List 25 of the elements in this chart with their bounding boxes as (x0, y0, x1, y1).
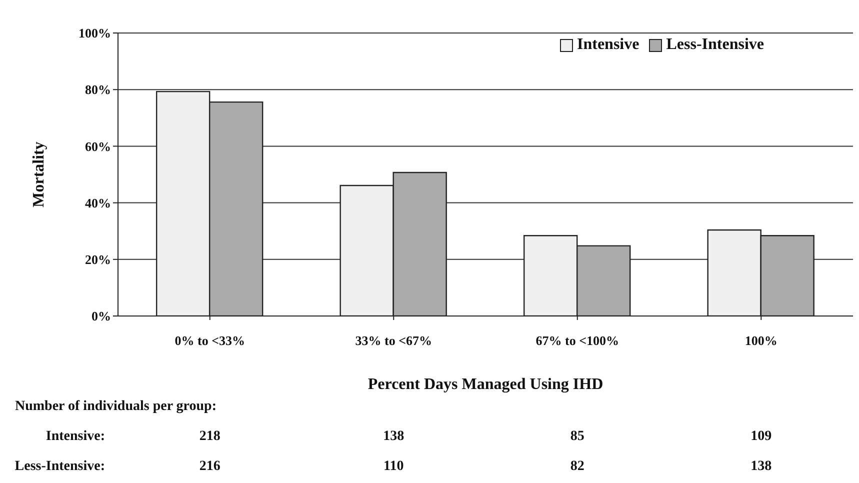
legend-label: Less-Intensive (666, 36, 764, 54)
text: Intensive: (46, 429, 105, 445)
text: 110 (384, 459, 404, 475)
text: 82 (570, 459, 584, 475)
text: Less-Intensive: (14, 459, 105, 475)
text: Number of individuals per group: (15, 399, 216, 415)
y-tick-label: 100% (78, 26, 111, 41)
x-tick-label: 0% to <33% (174, 333, 245, 348)
y-tick-label: 20% (85, 252, 111, 268)
x-tick-label: 67% to <100% (536, 333, 619, 348)
text: 138 (750, 459, 772, 475)
legend-label: Intensive (576, 36, 640, 54)
y-tick-label: 0% (92, 308, 111, 324)
x-axis-title: Percent Days Managed Using IHD (368, 376, 604, 393)
y-axis-title: Mortality (30, 142, 48, 208)
text: 218 (199, 429, 220, 445)
text: 138 (383, 429, 404, 445)
x-tick-label: 33% to <67% (355, 333, 432, 348)
y-tick-label: 80% (85, 82, 111, 98)
text: 216 (199, 459, 220, 475)
x-tick-label: 100% (744, 333, 778, 348)
y-tick-label: 40% (85, 195, 111, 210)
y-tick-label: 60% (85, 138, 111, 154)
text: 109 (750, 429, 772, 445)
text: 85 (570, 429, 584, 445)
